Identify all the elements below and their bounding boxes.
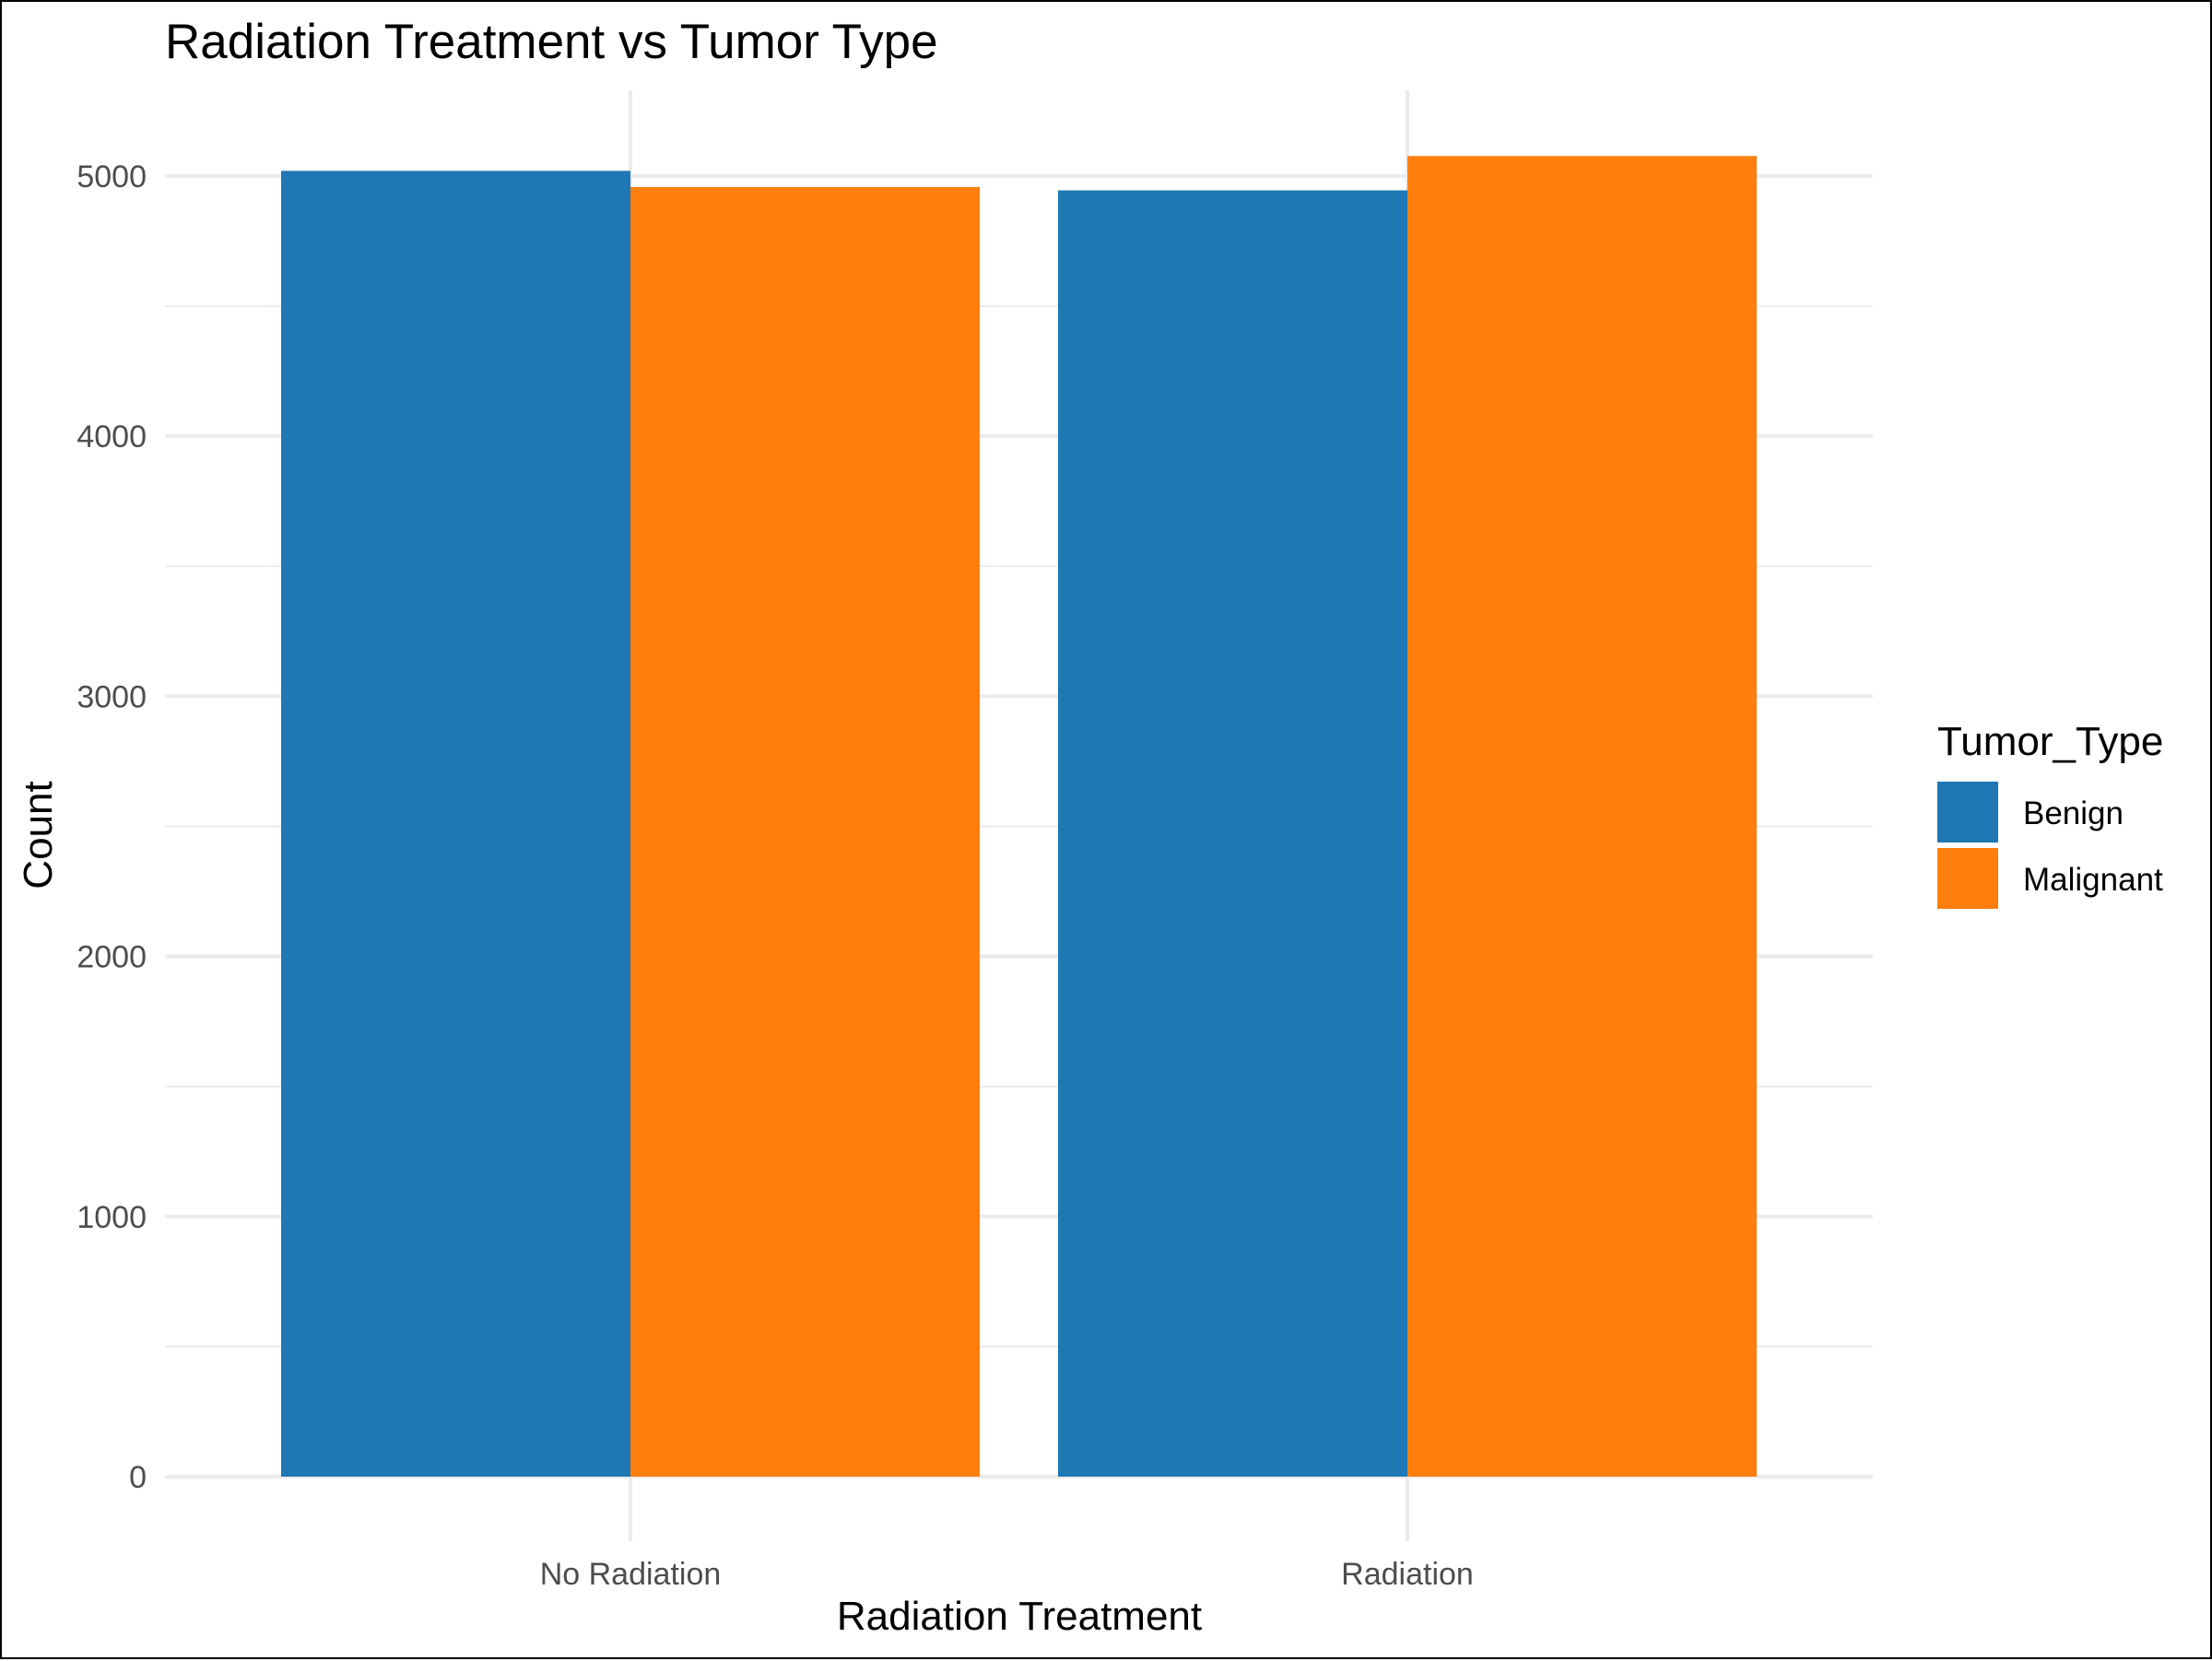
bar-benign-no-radiation: [281, 171, 630, 1478]
x-axis-tick-labels: No Radiation Radiation: [540, 1557, 1474, 1592]
x-tick-label: Radiation: [1341, 1557, 1474, 1592]
y-tick-label: 3000: [76, 679, 147, 714]
legend-title: Tumor_Type: [1937, 719, 2163, 764]
x-axis-title: Radiation Treatment: [837, 1594, 1202, 1639]
legend: Tumor_Type Benign Malignant: [1937, 719, 2163, 909]
y-axis-title: Count: [16, 781, 61, 889]
y-tick-label: 5000: [76, 159, 147, 194]
y-tick-label: 1000: [76, 1200, 147, 1235]
chart-title: Radiation Treatment vs Tumor Type: [165, 15, 938, 69]
legend-key-benign: [1937, 782, 1998, 842]
x-tick-label: No Radiation: [540, 1557, 722, 1592]
bar-malignant-no-radiation: [630, 186, 980, 1477]
legend-key-malignant: [1937, 848, 1998, 909]
bar-malignant-radiation: [1407, 156, 1757, 1477]
bars: [281, 156, 1757, 1478]
y-tick-label: 0: [129, 1460, 147, 1495]
y-tick-label: 2000: [76, 940, 147, 975]
legend-items: Benign Malignant: [1937, 782, 2163, 909]
legend-label-malignant: Malignant: [2023, 862, 2163, 898]
legend-label-benign: Benign: [2023, 795, 2124, 831]
bar-benign-radiation: [1058, 190, 1407, 1477]
y-axis-tick-labels: 0 1000 2000 3000 4000 5000: [76, 159, 147, 1495]
y-tick-label: 4000: [76, 419, 147, 454]
